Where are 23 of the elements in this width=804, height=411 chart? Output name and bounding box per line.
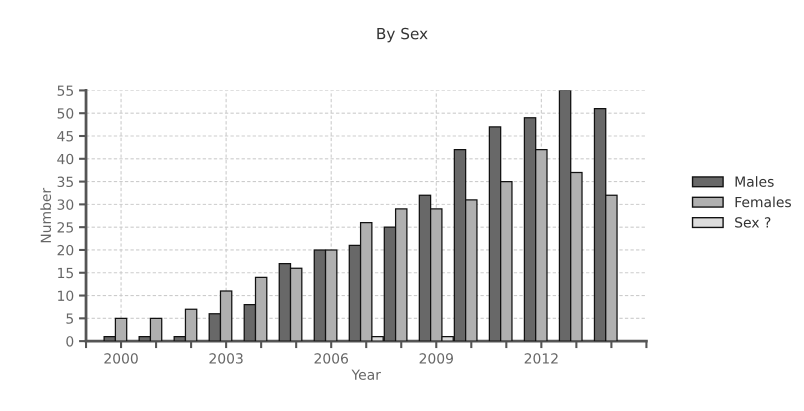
x-tick-label: 2012 [524, 353, 558, 364]
y-tick-label: 0 [66, 336, 74, 347]
y-tick-label: 30 [58, 199, 74, 210]
y-tick-label: 20 [58, 244, 74, 256]
y-tick-label: 15 [58, 268, 74, 278]
x-axis-title: Year [351, 370, 381, 380]
x-tick-label: 2006 [314, 353, 348, 364]
x-tick-label: 2000 [104, 353, 138, 364]
y-tick-label: 25 [58, 222, 74, 233]
y-tick-label: 50 [58, 108, 74, 119]
legend-label: Females [736, 196, 791, 208]
y-tick-label: 40 [57, 154, 74, 164]
y-tick-label: 10 [58, 290, 74, 302]
y-tick-label: 35 [58, 176, 74, 188]
y-axis-title: Number [40, 188, 52, 242]
legend-label: Sex ? [735, 217, 770, 228]
legend-label: Males [736, 176, 774, 187]
x-tick-label: 2003 [209, 353, 243, 364]
chart-title: By Sex [377, 28, 428, 42]
y-tick-label: 55 [58, 86, 74, 96]
x-tick-label: 2009 [420, 353, 453, 364]
y-tick-label: 45 [57, 131, 74, 142]
y-tick-label: 5 [66, 313, 74, 324]
